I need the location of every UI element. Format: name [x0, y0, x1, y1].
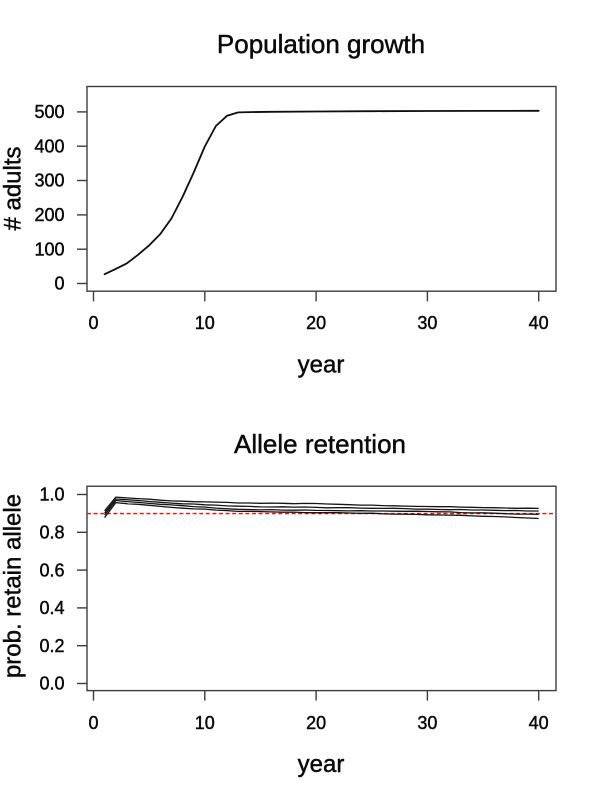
svg-text:20: 20: [306, 713, 326, 733]
svg-text:Allele retention: Allele retention: [234, 429, 406, 459]
svg-text:0: 0: [88, 313, 98, 333]
svg-text:year: year: [298, 751, 345, 778]
svg-text:0: 0: [88, 713, 98, 733]
svg-text:500: 500: [34, 102, 64, 122]
svg-text:30: 30: [417, 713, 437, 733]
svg-text:20: 20: [306, 313, 326, 333]
svg-text:Population growth: Population growth: [217, 29, 425, 59]
svg-text:0.8: 0.8: [39, 523, 64, 543]
svg-text:40: 40: [529, 313, 549, 333]
svg-text:0.0: 0.0: [39, 674, 64, 694]
svg-text:0.4: 0.4: [39, 598, 64, 618]
svg-text:100: 100: [34, 239, 64, 259]
svg-text:400: 400: [34, 136, 64, 156]
svg-text:prob. retain allele: prob. retain allele: [0, 494, 27, 678]
svg-text:0: 0: [54, 274, 64, 294]
svg-text:30: 30: [417, 313, 437, 333]
svg-text:1.0: 1.0: [39, 485, 64, 505]
svg-text:0.2: 0.2: [39, 636, 64, 656]
svg-text:# adults: # adults: [0, 146, 27, 230]
svg-text:200: 200: [34, 205, 64, 225]
svg-text:10: 10: [195, 313, 215, 333]
svg-text:0.6: 0.6: [39, 560, 64, 580]
svg-text:10: 10: [195, 713, 215, 733]
svg-text:year: year: [298, 352, 345, 379]
svg-text:300: 300: [34, 171, 64, 191]
svg-text:40: 40: [529, 713, 549, 733]
